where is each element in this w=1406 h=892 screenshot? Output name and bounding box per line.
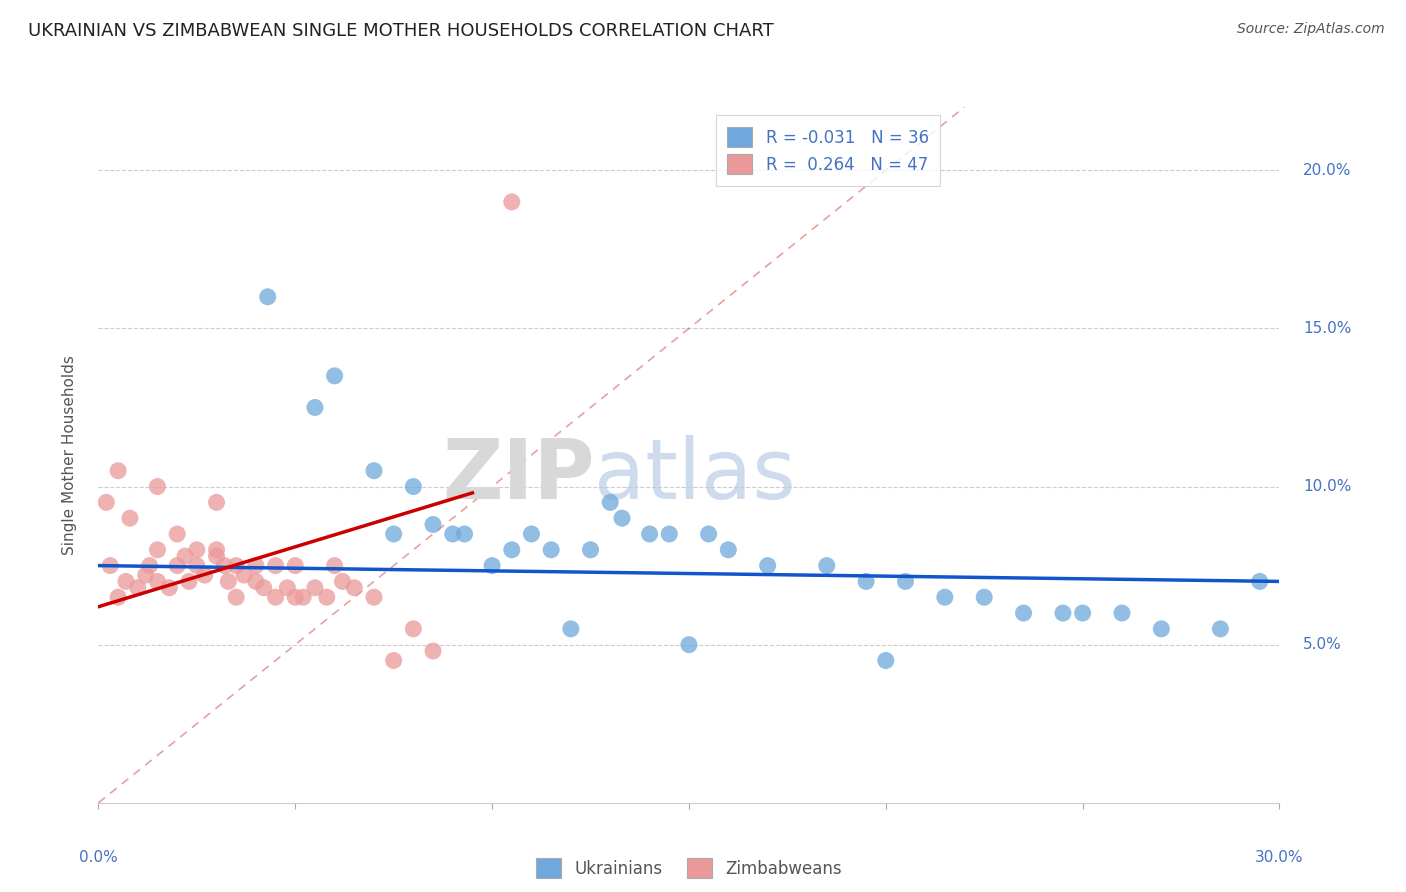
Point xyxy=(276,581,298,595)
Point xyxy=(1150,622,1173,636)
Point xyxy=(422,517,444,532)
Point xyxy=(135,568,157,582)
Point xyxy=(186,542,208,557)
Point xyxy=(245,574,267,589)
Point xyxy=(315,591,337,605)
Point xyxy=(118,511,141,525)
Point xyxy=(115,574,138,589)
Point xyxy=(453,527,475,541)
Point xyxy=(127,581,149,595)
Point xyxy=(501,194,523,209)
Point xyxy=(343,581,366,595)
Point xyxy=(157,581,180,595)
Point xyxy=(717,542,740,557)
Point xyxy=(166,558,188,573)
Text: UKRAINIAN VS ZIMBABWEAN SINGLE MOTHER HOUSEHOLDS CORRELATION CHART: UKRAINIAN VS ZIMBABWEAN SINGLE MOTHER HO… xyxy=(28,22,773,40)
Point xyxy=(177,574,200,589)
Point xyxy=(599,495,621,509)
Point xyxy=(678,638,700,652)
Point xyxy=(214,558,236,573)
Point xyxy=(560,622,582,636)
Point xyxy=(579,542,602,557)
Point xyxy=(1012,606,1035,620)
Point xyxy=(107,591,129,605)
Text: Source: ZipAtlas.com: Source: ZipAtlas.com xyxy=(1237,22,1385,37)
Point xyxy=(402,479,425,493)
Point xyxy=(934,591,956,605)
Point xyxy=(233,568,256,582)
Point xyxy=(855,574,877,589)
Point xyxy=(174,549,197,563)
Text: 30.0%: 30.0% xyxy=(1256,850,1303,865)
Point xyxy=(225,591,247,605)
Point xyxy=(253,581,276,595)
Point xyxy=(638,527,661,541)
Point xyxy=(304,401,326,415)
Point xyxy=(1071,606,1094,620)
Point xyxy=(323,368,346,383)
Point xyxy=(217,574,239,589)
Point xyxy=(540,542,562,557)
Point xyxy=(292,591,315,605)
Point xyxy=(815,558,838,573)
Point xyxy=(323,558,346,573)
Point xyxy=(1111,606,1133,620)
Point xyxy=(1249,574,1271,589)
Point xyxy=(194,568,217,582)
Point xyxy=(245,558,267,573)
Point xyxy=(304,581,326,595)
Text: 5.0%: 5.0% xyxy=(1303,637,1341,652)
Text: ZIP: ZIP xyxy=(441,435,595,516)
Point xyxy=(501,542,523,557)
Point xyxy=(363,464,385,478)
Point xyxy=(146,479,169,493)
Point xyxy=(697,527,720,541)
Point xyxy=(166,527,188,541)
Point xyxy=(205,495,228,509)
Point xyxy=(382,653,405,667)
Point xyxy=(402,622,425,636)
Text: 15.0%: 15.0% xyxy=(1303,321,1351,336)
Legend: Ukrainians, Zimbabweans: Ukrainians, Zimbabweans xyxy=(529,851,849,885)
Point xyxy=(756,558,779,573)
Point xyxy=(264,558,287,573)
Text: 0.0%: 0.0% xyxy=(79,850,118,865)
Point xyxy=(284,591,307,605)
Point xyxy=(205,549,228,563)
Point xyxy=(284,558,307,573)
Point xyxy=(186,558,208,573)
Point xyxy=(332,574,354,589)
Point xyxy=(610,511,633,525)
Point xyxy=(256,290,278,304)
Point xyxy=(973,591,995,605)
Point xyxy=(875,653,897,667)
Point xyxy=(363,591,385,605)
Point xyxy=(520,527,543,541)
Point xyxy=(225,558,247,573)
Point xyxy=(107,464,129,478)
Point xyxy=(98,558,121,573)
Point xyxy=(1052,606,1074,620)
Point xyxy=(146,542,169,557)
Point xyxy=(481,558,503,573)
Point xyxy=(422,644,444,658)
Point xyxy=(138,558,160,573)
Text: 20.0%: 20.0% xyxy=(1303,163,1351,178)
Point xyxy=(382,527,405,541)
Point xyxy=(96,495,118,509)
Point xyxy=(1209,622,1232,636)
Point xyxy=(894,574,917,589)
Point xyxy=(658,527,681,541)
Point xyxy=(441,527,464,541)
Point xyxy=(146,574,169,589)
Text: 10.0%: 10.0% xyxy=(1303,479,1351,494)
Y-axis label: Single Mother Households: Single Mother Households xyxy=(62,355,77,555)
Point xyxy=(264,591,287,605)
Point xyxy=(205,542,228,557)
Text: atlas: atlas xyxy=(595,435,796,516)
